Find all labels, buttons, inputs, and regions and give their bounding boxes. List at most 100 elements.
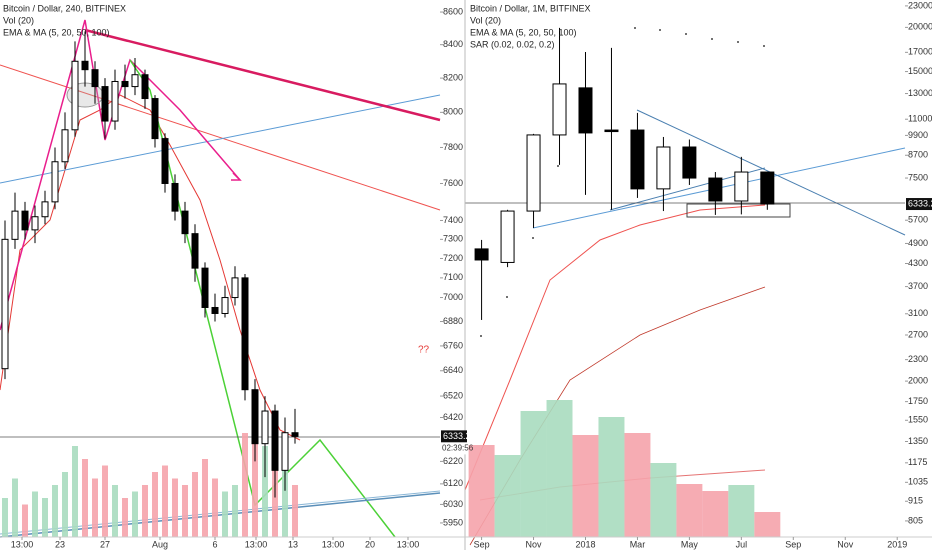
y-tick-label: 7500 bbox=[908, 172, 928, 182]
ma-line bbox=[464, 204, 766, 491]
y-tick-label: 6220 bbox=[443, 456, 463, 466]
candle-body bbox=[578, 87, 593, 134]
y-tick-label: 7200 bbox=[443, 253, 463, 263]
sar-dot bbox=[480, 335, 482, 337]
indicator-label: Vol (20) bbox=[3, 15, 34, 25]
candle-body bbox=[1, 238, 9, 370]
sar-dot bbox=[763, 45, 765, 47]
candle-body bbox=[41, 201, 49, 218]
volume-bar bbox=[112, 485, 118, 537]
chart-title: Bitcoin / Dollar, 240, BITFINEX bbox=[3, 3, 126, 13]
y-tick-label: 11000 bbox=[908, 114, 932, 124]
candle-body bbox=[231, 277, 239, 299]
volume-bar bbox=[572, 435, 599, 537]
y-tick-label: 13000 bbox=[908, 88, 932, 98]
candle-body bbox=[101, 86, 109, 122]
candle-body bbox=[201, 267, 209, 308]
candle-body bbox=[81, 60, 89, 71]
candle-body bbox=[211, 306, 219, 314]
candle-body bbox=[131, 74, 139, 88]
y-tick-label: 6520 bbox=[443, 390, 463, 400]
x-tick-label: 13:00 bbox=[322, 539, 345, 549]
y-tick-label: 2300 bbox=[908, 354, 928, 364]
volume-bar bbox=[598, 417, 625, 537]
sar-dot bbox=[634, 27, 636, 29]
volume-bar bbox=[242, 433, 248, 537]
indicator-label: EMA & MA (5, 20, 50, 100) bbox=[470, 27, 577, 37]
volume-bar bbox=[22, 504, 28, 537]
price-tag bbox=[441, 430, 467, 443]
candle-body bbox=[261, 410, 269, 445]
sar-dots bbox=[480, 27, 765, 337]
sar-dot bbox=[506, 296, 508, 298]
y-tick-label: 8200 bbox=[443, 72, 463, 82]
y-tick-label: 7100 bbox=[443, 272, 463, 282]
volume-bar bbox=[252, 407, 258, 537]
x-tick-label: Sep bbox=[785, 539, 801, 549]
candle-body bbox=[71, 60, 79, 131]
sar-dot bbox=[737, 41, 739, 43]
y-tick-label: 7000 bbox=[443, 292, 463, 302]
candle-body bbox=[181, 210, 189, 235]
candle-body bbox=[760, 171, 775, 205]
volume-bar bbox=[494, 455, 521, 537]
y-tick-label: 6120 bbox=[443, 478, 463, 488]
annotation: ?? bbox=[418, 345, 430, 356]
y-tick-label: 15000 bbox=[908, 66, 932, 76]
volume-bar bbox=[182, 485, 188, 537]
y-tick-label: 6640 bbox=[443, 365, 463, 375]
indicator-label: EMA & MA (5, 20, 50, 100) bbox=[3, 27, 110, 37]
volume-bar bbox=[172, 478, 178, 537]
candle-body bbox=[241, 277, 249, 391]
x-tick-label: Mar bbox=[630, 539, 646, 549]
volume-bar bbox=[676, 484, 703, 537]
y-tick-label: 3100 bbox=[908, 308, 928, 318]
price-tag-label: 6333.2 bbox=[443, 431, 471, 441]
candle-body bbox=[121, 80, 129, 88]
candle-body bbox=[191, 233, 199, 269]
volume-bar bbox=[650, 463, 677, 537]
sar-dot bbox=[685, 33, 687, 35]
y-tick-label: 1175 bbox=[908, 457, 927, 467]
volume-bar bbox=[202, 459, 208, 537]
y-tick-label: 8700 bbox=[908, 150, 928, 160]
sar-dot bbox=[659, 29, 661, 31]
volume-bar bbox=[42, 498, 48, 537]
y-tick-label: 5700 bbox=[908, 215, 928, 225]
candle-body bbox=[682, 146, 697, 179]
volume-bar bbox=[192, 472, 198, 537]
y-tick-label: 1750 bbox=[908, 396, 928, 406]
volume-bar bbox=[142, 485, 148, 537]
candle-body bbox=[708, 177, 723, 202]
indicator-label: Vol (20) bbox=[470, 15, 501, 25]
candle-body bbox=[734, 171, 749, 202]
y-tick-label: 7800 bbox=[443, 142, 463, 152]
y-tick-label: 20000 bbox=[908, 22, 932, 32]
volume-bar bbox=[92, 478, 98, 537]
volume-bar bbox=[728, 485, 755, 537]
x-tick-label: May bbox=[681, 539, 699, 549]
y-tick-label: 1350 bbox=[908, 436, 928, 446]
candle-body bbox=[221, 297, 229, 314]
y-tick-label: 17000 bbox=[908, 47, 932, 57]
x-tick-label: 2018 bbox=[575, 539, 595, 549]
y-tick-label: 6880 bbox=[443, 316, 463, 326]
y-tick-label: 8400 bbox=[443, 39, 463, 49]
candle-body bbox=[91, 69, 99, 88]
candle-body bbox=[61, 129, 69, 163]
volume-bar bbox=[162, 465, 168, 537]
volume-bar bbox=[152, 472, 158, 537]
sar-dot bbox=[532, 237, 534, 239]
volume-bar bbox=[212, 478, 218, 537]
x-tick-label: Sep bbox=[474, 539, 490, 549]
sar-dot bbox=[557, 165, 559, 167]
x-tick-label: 13:00 bbox=[11, 539, 34, 549]
candle-body bbox=[474, 248, 489, 261]
volume-bar bbox=[282, 459, 288, 537]
y-tick-label: 4300 bbox=[908, 258, 928, 268]
volume-bar bbox=[72, 446, 78, 537]
x-tick-label: Jul bbox=[736, 539, 748, 549]
countdown-label: 02:39:56 bbox=[442, 443, 474, 452]
x-tick-label: Nov bbox=[526, 539, 543, 549]
candle-body bbox=[11, 210, 19, 240]
